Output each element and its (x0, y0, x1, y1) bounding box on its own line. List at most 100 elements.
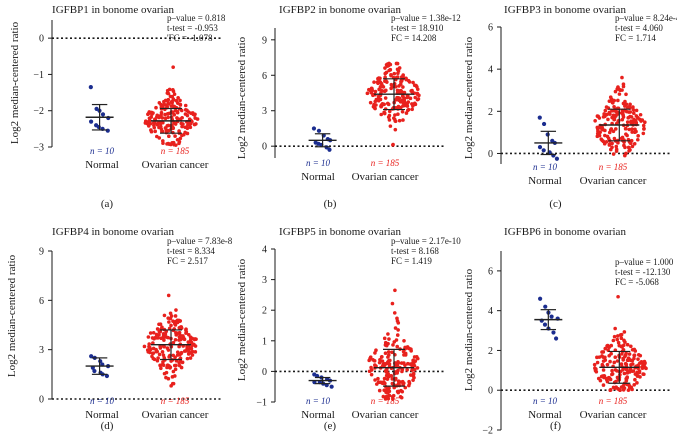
y-tick-label: 6 (262, 71, 267, 82)
cancer-point (387, 118, 392, 122)
cancer-point (612, 334, 617, 339)
normal-point (551, 330, 556, 335)
cancer-point (595, 360, 600, 365)
cancer-point (400, 109, 405, 114)
cancer-point (151, 341, 155, 345)
cancer-point (383, 66, 387, 70)
cancer-point (166, 123, 171, 128)
chart-title: IGFBP5 in bonome ovarian (279, 226, 401, 238)
cancer-point (148, 345, 152, 350)
cancer-point (151, 111, 155, 115)
cancer-point (387, 109, 392, 114)
normal-point (554, 156, 560, 161)
cancer-point (388, 124, 393, 128)
cancer-point (376, 94, 381, 99)
cancer-point (168, 365, 173, 369)
cancer-point (149, 129, 154, 134)
category-label: Normal (85, 409, 119, 421)
cancer-point (633, 118, 638, 123)
cancer-point (630, 387, 634, 392)
cancer-point (636, 363, 640, 368)
cancer-point (373, 89, 378, 94)
cancer-point (396, 360, 400, 364)
cancer-point (173, 323, 178, 327)
cancer-point (625, 376, 629, 380)
y-tick-label: 9 (39, 247, 44, 258)
cancer-point (405, 367, 409, 372)
cancer-point (391, 396, 395, 401)
cancer-point (172, 104, 177, 109)
cancer-point (171, 369, 176, 374)
cancer-point (404, 111, 409, 115)
cancer-point (159, 110, 164, 115)
cancer-point (142, 344, 147, 349)
stat-line: t-test = -12.130 (615, 267, 671, 277)
cancer-point (613, 127, 618, 131)
cancer-point (171, 319, 175, 323)
cancer-point (178, 102, 183, 107)
cancer-point (173, 337, 178, 342)
cancer-point (629, 358, 633, 363)
cancer-point (417, 93, 421, 98)
cancer-point (641, 123, 646, 128)
cancer-point (609, 343, 614, 348)
cancer-point (154, 349, 159, 354)
cancer-point (365, 91, 370, 96)
cancer-point (409, 349, 413, 353)
cancer-point (405, 104, 410, 108)
cancer-point (172, 142, 176, 147)
panel-label: (d) (101, 420, 114, 432)
y-tick-label: 4 (488, 306, 493, 317)
y-tick-label: 0 (488, 386, 493, 397)
cancer-point (386, 350, 391, 354)
cancer-point (154, 105, 158, 110)
panel-d: IGFBP4 in bonome ovarian 0 3 6 9 Log2 median-… (6, 226, 233, 432)
cancer-point (387, 337, 391, 341)
cancer-point (642, 127, 646, 131)
y-axis-label: Log2 median-centered ratio (236, 36, 248, 159)
cancer-point (615, 334, 620, 338)
stat-line: FC = 2.517 (167, 256, 208, 266)
cancer-point (411, 104, 415, 108)
cancer-point (620, 345, 624, 349)
cancer-point (166, 335, 170, 340)
cancer-point (185, 113, 190, 118)
cancer-point (385, 369, 389, 374)
cancer-point (601, 355, 605, 359)
cancer-point (377, 360, 382, 365)
cancer-point (171, 340, 176, 345)
cancer-point (180, 133, 184, 138)
cancer-point (392, 71, 397, 76)
y-tick-label: −3 (33, 143, 44, 154)
cancer-point (395, 371, 399, 375)
cancer-point (377, 388, 382, 393)
cancer-point (633, 130, 637, 135)
cancer-point (159, 366, 163, 371)
cancer-point (182, 337, 187, 342)
cancer-point (641, 372, 645, 376)
cancer-point (624, 92, 628, 97)
cancer-point (157, 333, 161, 337)
cancer-point (619, 336, 624, 340)
y-tick-label: 2 (488, 107, 493, 118)
cancer-point (378, 87, 382, 92)
cancer-point (381, 394, 386, 399)
cancer-point (178, 117, 183, 121)
cancer-point (613, 89, 618, 94)
cancer-point (410, 368, 414, 372)
cancer-point (406, 78, 411, 83)
cancer-point (173, 134, 177, 138)
cancer-point (174, 363, 178, 368)
panel-label: (c) (549, 198, 562, 210)
cancer-point (170, 110, 175, 114)
cancer-point (628, 102, 632, 107)
cancer-point (162, 344, 166, 349)
cancer-point (602, 141, 607, 146)
panel-e: IGFBP5 in bonome ovarian −1 0 1 2 3 4 Log2 medi… (236, 226, 461, 432)
cancer-point (386, 332, 390, 336)
cancer-point (188, 337, 193, 342)
cancer-point (157, 100, 162, 105)
cancer-point (624, 362, 629, 367)
category-label: Ovarian cancer (142, 159, 209, 171)
cancer-point (618, 88, 622, 93)
